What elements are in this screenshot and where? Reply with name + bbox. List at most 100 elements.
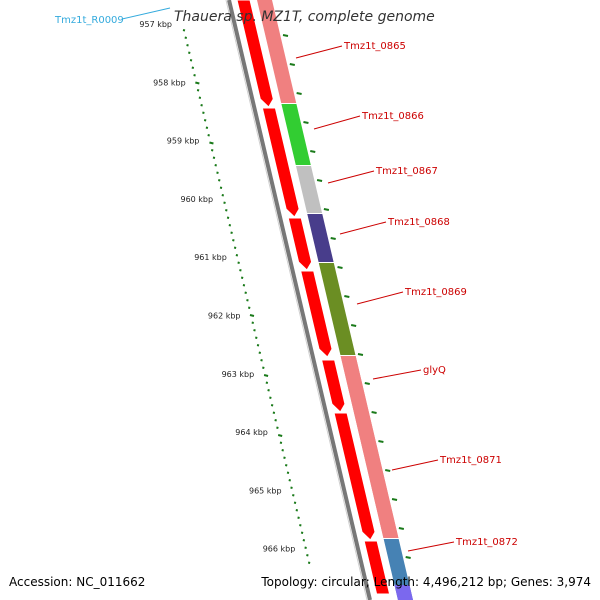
kbp-label: 962 kbp — [208, 312, 241, 321]
outer-tick — [378, 440, 384, 443]
gc-dot — [304, 546, 307, 549]
gene-block-next — [394, 585, 413, 600]
outer-tick — [357, 353, 364, 356]
gene-label: Tmz1t_0872 — [455, 537, 518, 548]
genome-title: Thauera sp. MZ1T, complete genome — [174, 9, 435, 25]
gc-dot — [263, 374, 269, 377]
gc-dot — [198, 96, 202, 99]
forward-cds-track — [236, 0, 391, 595]
gc-dot — [200, 104, 203, 107]
gc-dot — [212, 156, 216, 159]
gc-dot — [260, 359, 263, 362]
gc-dot — [281, 449, 284, 452]
gc-dot — [302, 539, 306, 542]
gc-dot — [246, 299, 249, 302]
gene-label-leader — [372, 369, 422, 380]
reverse-cds-track — [257, 0, 413, 600]
outer-tick — [323, 208, 330, 211]
outer-tick — [385, 469, 391, 472]
gene-block-glyq — [340, 356, 399, 538]
kbp-label: 958 kbp — [153, 78, 186, 87]
outer-tick — [371, 411, 377, 414]
gc-dot — [182, 29, 186, 32]
gc-dot — [255, 336, 258, 339]
gc-dot — [276, 426, 279, 429]
gc-dot — [226, 216, 230, 219]
backbone-line-inner — [225, 0, 368, 600]
gc-dot — [239, 269, 242, 272]
backbone-line — [227, 0, 372, 600]
gc-dot — [196, 89, 200, 92]
gene-block — [281, 104, 311, 165]
gc-dot — [253, 329, 256, 332]
gc-dot — [228, 224, 232, 227]
gene-block — [318, 263, 356, 355]
gc-dot — [256, 344, 260, 347]
gc-dot — [279, 441, 283, 444]
kbp-label: 965 kbp — [249, 486, 282, 495]
gc-dot — [203, 119, 207, 122]
gc-dot — [295, 509, 299, 512]
gc-dot — [297, 516, 300, 519]
gene-label-leader — [313, 115, 361, 130]
kbp-label: 966 kbp — [263, 545, 296, 554]
gc-dot — [244, 291, 247, 294]
gc-dot — [290, 486, 293, 489]
forward-cds-arrow — [287, 217, 313, 271]
outer-tick — [350, 324, 357, 327]
gene-label-leader — [356, 291, 404, 305]
gc-dot — [193, 74, 196, 77]
gene-label-leader — [295, 45, 343, 59]
gc-dot — [251, 321, 254, 324]
kbp-label: 964 kbp — [235, 428, 268, 437]
gc-dot — [247, 306, 251, 309]
outer-tick — [330, 237, 336, 240]
gc-dot — [237, 261, 240, 264]
gc-dot — [195, 81, 200, 85]
gene-label-leader — [339, 221, 387, 235]
outer-tick — [296, 92, 302, 95]
gc-dot — [225, 209, 228, 212]
gc-dot — [299, 524, 302, 527]
gc-dot — [274, 419, 277, 422]
gene-label: Tmz1t_0868 — [387, 217, 450, 228]
gc-dot — [249, 314, 255, 317]
accession-text: Accession: NC_011662 — [9, 575, 146, 589]
gc-dot — [277, 434, 283, 437]
gc-dot — [292, 494, 295, 497]
gc-dot — [188, 51, 191, 54]
gc-dot — [269, 396, 272, 399]
outer-tick — [316, 179, 323, 182]
kbp-label: 961 kbp — [194, 253, 227, 262]
forward-cds-arrow — [300, 270, 333, 358]
gc-dot — [267, 389, 270, 392]
gc-dot — [214, 164, 217, 167]
gc-dot — [223, 201, 226, 204]
outer-tick — [282, 34, 289, 37]
gc-dot — [306, 554, 309, 557]
gc-dot — [265, 381, 269, 384]
kbp-label: 960 kbp — [180, 195, 213, 204]
gc-dot — [235, 254, 239, 257]
outer-tick — [289, 63, 296, 66]
gc-dot — [191, 66, 195, 69]
gc-dot — [219, 186, 223, 189]
kbp-label: 957 kbp — [139, 20, 172, 29]
genome-summary-text: Topology: circular; Length: 4,496,212 bp… — [261, 575, 591, 589]
gc-dot — [272, 411, 276, 414]
gene-label: glyQ — [423, 365, 446, 376]
gc-dot — [202, 111, 205, 114]
gene-label: Tmz1t_0867 — [375, 166, 438, 177]
gc-dot — [258, 351, 262, 354]
gene-label: Tmz1t_0865 — [343, 41, 406, 52]
forward-cds-arrow — [261, 107, 300, 218]
outer-tick — [310, 150, 316, 153]
forward-cds-arrow — [236, 0, 274, 108]
forward-cds-arrow — [320, 359, 346, 413]
gene-block — [383, 539, 413, 600]
gc-dot — [300, 531, 304, 534]
outer-tick — [405, 556, 411, 559]
gc-dot — [240, 276, 244, 279]
outer-tick — [391, 498, 398, 501]
